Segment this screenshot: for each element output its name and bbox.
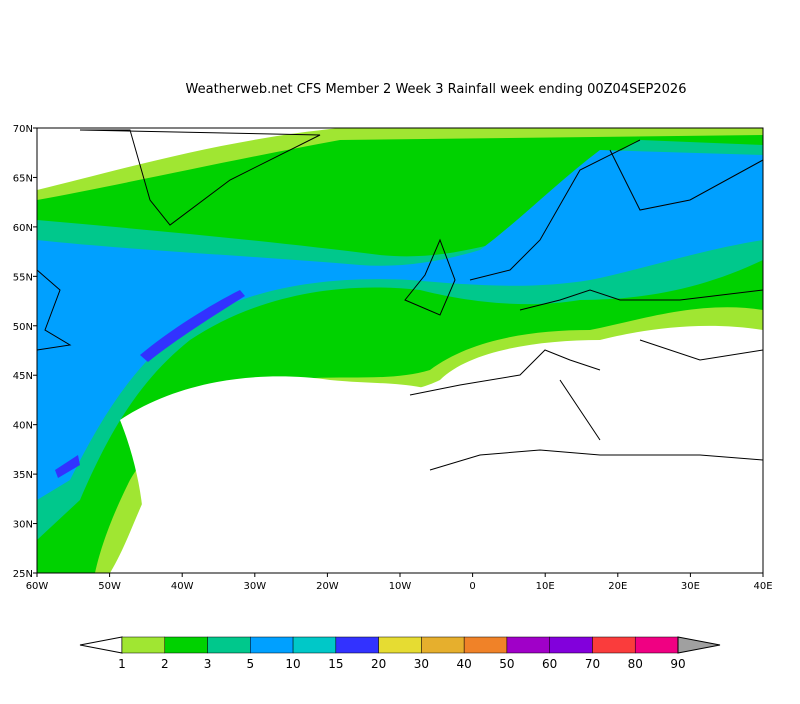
colorbar-label: 3 [204, 657, 212, 671]
colorbar-box [378, 636, 422, 654]
coastline [404, 139, 764, 471]
colorbar-box [121, 636, 166, 654]
lat-label: 25N [13, 569, 33, 580]
colorbar-box [421, 636, 465, 654]
lat-label: 60N [13, 223, 33, 234]
colorbar-box [592, 636, 636, 654]
colorbar-box [634, 636, 679, 654]
lat-label: 65N [13, 173, 33, 184]
rain-area [37, 150, 763, 500]
colorbar: 1 2 3 5 10 15 20 30 40 50 60 70 80 90 [79, 636, 721, 671]
coastline [79, 129, 321, 226]
colorbar-over [677, 636, 721, 654]
colorbar-label: 60 [542, 657, 557, 671]
colorbar-label: 50 [499, 657, 514, 671]
coastline [36, 269, 72, 351]
colorbar-label: 70 [585, 657, 600, 671]
lat-label: 55N [13, 272, 33, 283]
lat-label: 30N [13, 520, 33, 531]
lat-label: 40N [13, 421, 33, 432]
lon-label: 30W [243, 581, 266, 592]
colorbar-label: 5 [246, 657, 254, 671]
colorbar-box [164, 636, 208, 654]
colorbar-label: 80 [628, 657, 643, 671]
colorbar-box [463, 636, 508, 654]
colorbar-label: 40 [457, 657, 472, 671]
dry-area [120, 376, 470, 573]
lat-label: 45N [13, 371, 33, 382]
colorbar-label: 20 [371, 657, 386, 671]
colorbar-label: 1 [118, 657, 126, 671]
colorbar-under [79, 636, 123, 654]
colorbar-label: 90 [670, 657, 685, 671]
lon-label: 40E [753, 581, 772, 592]
lon-label: 50W [98, 581, 121, 592]
lon-label: 30E [681, 581, 700, 592]
colorbar-label: 2 [161, 657, 169, 671]
colorbar-box [506, 636, 550, 654]
lon-label: 20W [316, 581, 339, 592]
colorbar-box [549, 636, 593, 654]
lon-label: 10E [536, 581, 555, 592]
rain-area [55, 455, 80, 478]
colorbar-label: 15 [328, 657, 343, 671]
lon-label: 20E [608, 581, 627, 592]
colorbar-box [292, 636, 337, 654]
colorbar-label: 10 [285, 657, 300, 671]
axes: 60W 50W 40W 30W 20W 10W 0 10E 20E 30E 40E 25N 30N 35N… [13, 124, 773, 592]
map-title: Weatherweb.net CFS Member 2 Week 3 Rainf… [186, 82, 687, 97]
colorbar-label: 30 [414, 657, 429, 671]
colorbar-box [335, 636, 379, 654]
colorbar-box [250, 636, 294, 654]
lon-label: 60W [26, 581, 49, 592]
rainfall-map [36, 127, 764, 574]
lat-label: 50N [13, 322, 33, 333]
border [609, 149, 764, 211]
lon-label: 40W [171, 581, 194, 592]
lat-label: 70N [13, 124, 33, 135]
dry-area [400, 340, 763, 573]
colorbar-box [207, 636, 251, 654]
rain-area [140, 290, 245, 362]
lon-label: 0 [469, 581, 475, 592]
lat-label: 35N [13, 470, 33, 481]
lon-label: 10W [389, 581, 412, 592]
